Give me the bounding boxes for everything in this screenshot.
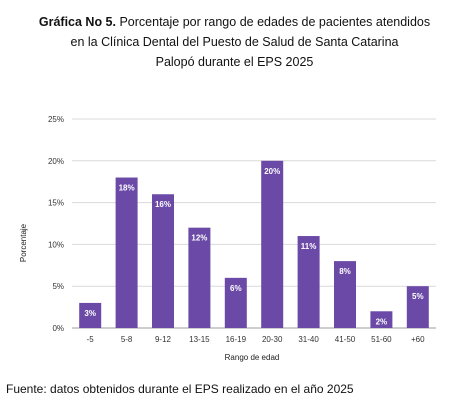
- data-label: 16%: [155, 200, 171, 209]
- data-label: 2%: [376, 317, 388, 326]
- x-tick-label: -5: [87, 335, 95, 344]
- y-tick-label: 10%: [48, 240, 64, 249]
- data-label: 20%: [264, 167, 280, 176]
- data-label: 5%: [412, 292, 424, 301]
- bar-51-60: [370, 311, 393, 328]
- chart-title-line3: Palopó durante el EPS 2025: [155, 55, 314, 69]
- x-tick-label: 5-8: [121, 335, 133, 344]
- bar-13-15: [188, 227, 211, 328]
- bar-chart: 0% 5% 10% 15% 20% 25% 3% 18% 16% 12% 6% 20% 11% 8% 2%…: [19, 115, 436, 362]
- data-label: 11%: [301, 242, 317, 251]
- data-label: 8%: [339, 267, 351, 276]
- y-axis-ticks: 0% 5% 10% 15% 20% 25%: [48, 115, 64, 333]
- y-tick-label: 0%: [52, 324, 64, 333]
- y-axis-title: Porcentaje: [19, 223, 28, 262]
- bars: [79, 160, 429, 328]
- chart-title: Gráfica No 5. Porcentaje por rango de ed…: [0, 12, 469, 72]
- x-axis-ticks: -5 5-8 9-12 13-15 16-19 20-30 31-40 41-50 51-60 +…: [87, 335, 425, 344]
- y-tick-label: 15%: [48, 199, 64, 208]
- data-label: 6%: [230, 284, 242, 293]
- data-labels: 3% 18% 16% 12% 6% 20% 11% 8% 2% 5%: [84, 167, 423, 326]
- data-label: 18%: [119, 184, 135, 193]
- x-axis-title: Rango de edad: [225, 353, 280, 362]
- y-tick-label: 20%: [48, 157, 64, 166]
- bar-20-30: [261, 160, 284, 328]
- x-tick-label: 31-40: [298, 335, 319, 344]
- chart-title-line1: Porcentaje por rango de edades de pacien…: [116, 15, 431, 29]
- x-tick-label: 9-12: [155, 335, 172, 344]
- x-tick-label: 20-30: [262, 335, 283, 344]
- data-label: 12%: [191, 234, 207, 243]
- bar-41-50: [334, 261, 356, 328]
- bar-16-19: [224, 277, 247, 328]
- y-tick-label: 5%: [52, 282, 64, 291]
- x-tick-label: 41-50: [335, 335, 356, 344]
- x-tick-label: 13-15: [189, 335, 210, 344]
- bar--5: [79, 302, 102, 328]
- bar-31-40: [297, 236, 320, 328]
- x-tick-label: 51-60: [371, 335, 392, 344]
- x-tick-label: 16-19: [226, 335, 247, 344]
- bar-9-12: [152, 194, 174, 328]
- bar-5-8: [115, 177, 138, 328]
- bar-+60: [406, 286, 429, 328]
- source-note: Fuente: datos obtenidos durante el EPS r…: [6, 382, 354, 396]
- chart-title-line2: en la Clínica Dental del Puesto de Salud…: [70, 35, 399, 49]
- chart-title-bold: Gráfica No 5.: [38, 15, 116, 29]
- y-tick-label: 25%: [48, 115, 64, 124]
- x-tick-label: +60: [411, 335, 425, 344]
- data-label: 3%: [84, 309, 96, 318]
